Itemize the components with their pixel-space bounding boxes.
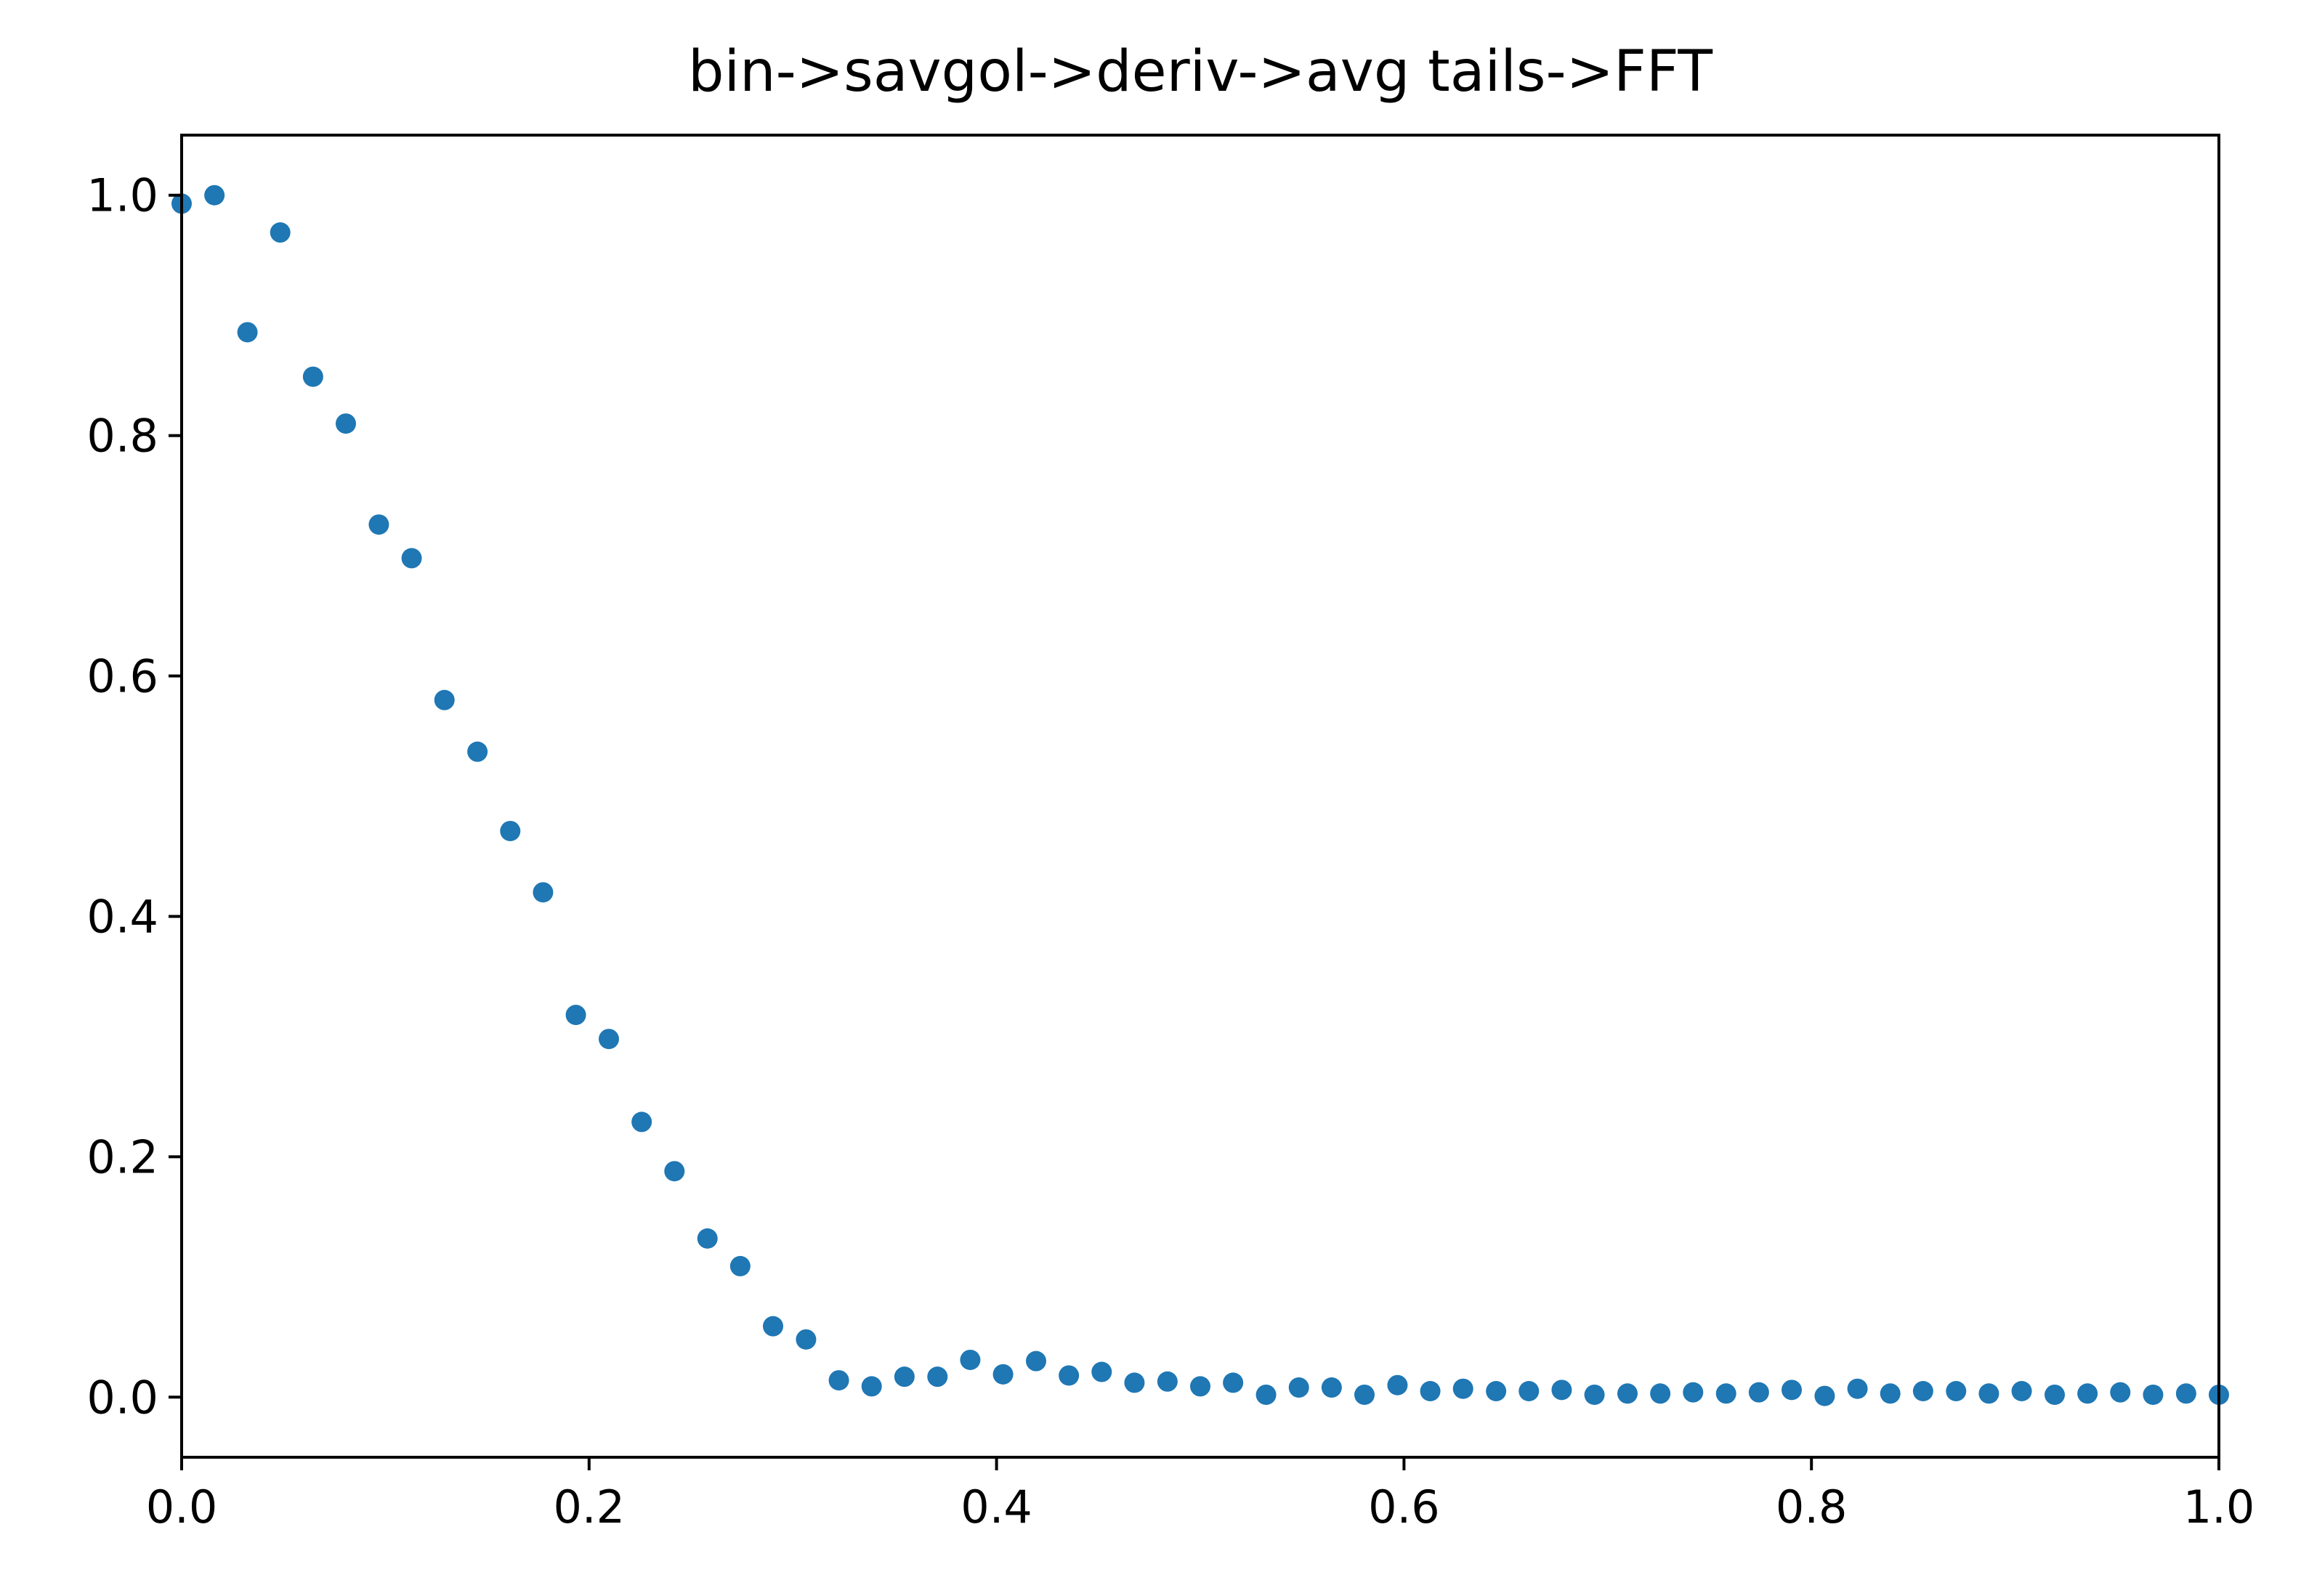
data-point: [598, 1029, 619, 1050]
data-point: [1321, 1377, 1342, 1398]
data-point: [1946, 1381, 1967, 1401]
data-point: [631, 1111, 652, 1133]
data-point: [1617, 1383, 1638, 1404]
data-point: [1025, 1350, 1046, 1372]
data-point: [1978, 1383, 1999, 1404]
data-points: [171, 185, 2229, 1406]
data-point: [336, 413, 357, 434]
x-tick-label: 0.6: [1368, 1480, 1440, 1534]
data-point: [2044, 1384, 2065, 1405]
data-point: [1912, 1381, 1933, 1401]
plot-frame: [180, 134, 2220, 1459]
data-point: [1650, 1383, 1671, 1404]
data-point: [1782, 1380, 1803, 1401]
data-point: [467, 741, 488, 762]
x-tick-label: 1.0: [2183, 1480, 2255, 1534]
data-point: [2143, 1384, 2164, 1405]
data-point: [368, 514, 389, 535]
data-point: [500, 820, 521, 841]
data-point: [2175, 1383, 2196, 1404]
chart-title: bin->savgol->deriv->avg tails->FFT: [688, 39, 1712, 105]
data-point: [2110, 1382, 2131, 1403]
data-point: [1288, 1377, 1309, 1398]
data-point: [927, 1366, 948, 1388]
data-point: [1880, 1383, 1901, 1404]
data-point: [828, 1370, 849, 1391]
x-tick-label: 0.8: [1776, 1480, 1848, 1534]
data-point: [1551, 1380, 1572, 1401]
y-tick-label: 0.6: [86, 650, 158, 703]
data-point: [1814, 1385, 1835, 1406]
data-point: [729, 1255, 751, 1276]
data-point: [1683, 1382, 1704, 1403]
data-point: [204, 185, 225, 206]
data-point: [1584, 1384, 1605, 1405]
data-point: [1847, 1378, 1868, 1399]
data-point: [2011, 1381, 2032, 1401]
data-point: [1124, 1372, 1145, 1393]
y-tick-label: 0.8: [86, 410, 158, 463]
data-point: [1190, 1376, 1210, 1397]
data-point: [664, 1161, 685, 1182]
data-point: [992, 1364, 1014, 1385]
data-point: [2077, 1383, 2098, 1404]
data-point: [237, 322, 258, 343]
data-point: [763, 1316, 784, 1337]
axis-ticks: 0.0 0.2 0.4 0.6 0.8 1.0 0.0 0.2 0.4 0.6 0.8 1.0: [86, 169, 2255, 1534]
data-point: [533, 882, 554, 903]
data-point: [1715, 1383, 1736, 1404]
data-point: [1059, 1365, 1080, 1386]
data-point: [1223, 1372, 1244, 1393]
x-tick-label: 0.0: [146, 1480, 218, 1534]
data-point: [960, 1349, 981, 1370]
data-point: [894, 1366, 915, 1388]
data-point: [302, 366, 323, 387]
data-point: [1748, 1382, 1769, 1403]
data-point: [1387, 1374, 1408, 1396]
data-point: [1519, 1381, 1540, 1401]
x-tick-label: 0.4: [961, 1480, 1032, 1534]
y-tick-label: 1.0: [86, 169, 158, 222]
data-point: [861, 1376, 882, 1397]
data-point: [270, 222, 291, 243]
data-point: [1157, 1371, 1178, 1392]
data-point: [1354, 1384, 1375, 1405]
data-point: [1486, 1381, 1507, 1401]
data-point: [434, 689, 455, 710]
data-point: [796, 1329, 817, 1350]
data-point: [1420, 1381, 1441, 1401]
y-tick-label: 0.0: [86, 1371, 158, 1424]
x-tick-label: 0.2: [553, 1480, 625, 1534]
data-point: [401, 548, 422, 569]
data-point: [697, 1228, 718, 1249]
y-tick-label: 0.2: [86, 1130, 158, 1183]
data-point: [1452, 1378, 1473, 1399]
y-tick-label: 0.4: [86, 890, 158, 943]
data-point: [1091, 1361, 1112, 1382]
data-point: [1255, 1384, 1277, 1405]
data-point: [565, 1005, 586, 1026]
